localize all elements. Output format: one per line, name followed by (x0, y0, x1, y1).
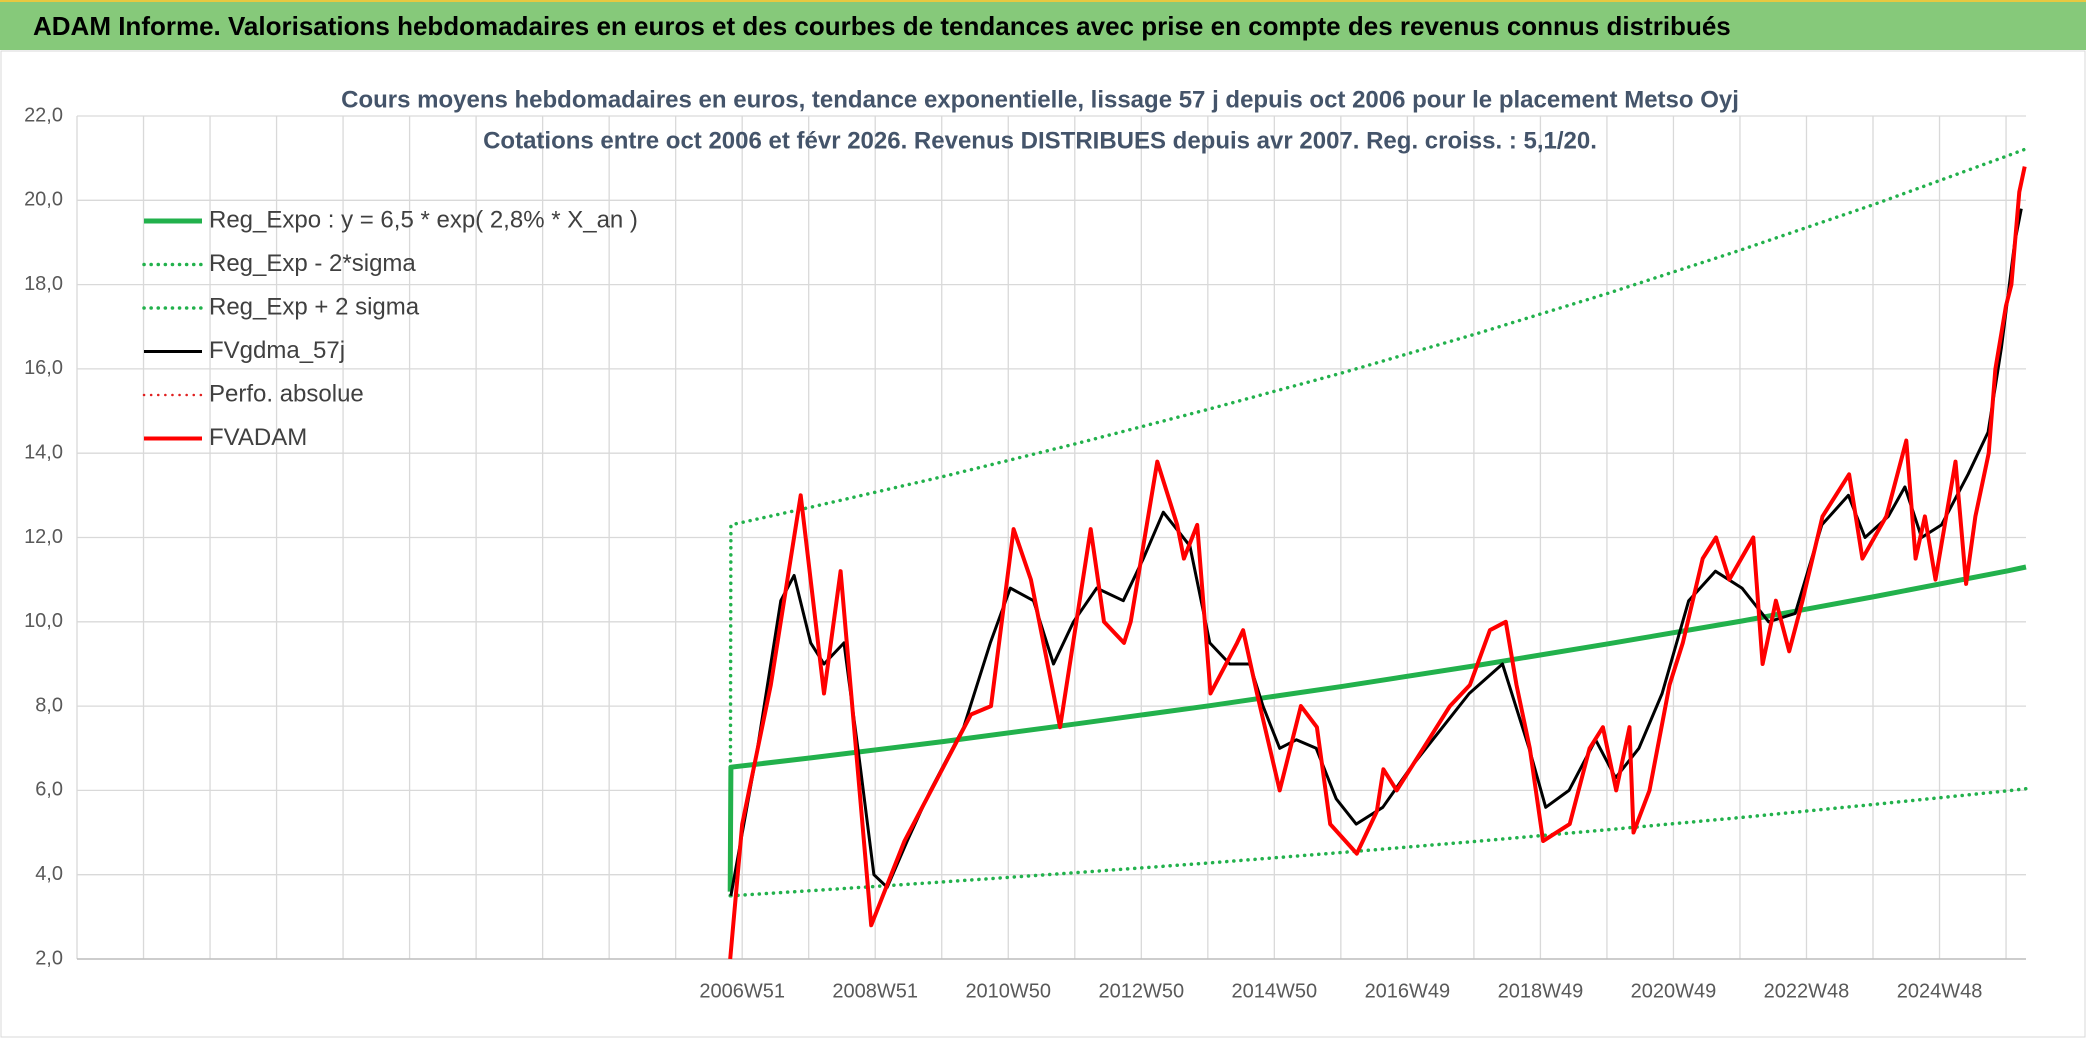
x-tick-label: 2006W51 (699, 980, 785, 1002)
legend-label: Reg_Exp - 2*sigma (209, 250, 416, 277)
series-line (729, 786, 2028, 898)
legend: Reg_Expo : y = 6,5 * exp( 2,8% * X_an ) R… (142, 206, 638, 451)
y-tick-label: 8,0 (35, 694, 63, 716)
plot-lines (727, 147, 2028, 960)
y-tick-label: 10,0 (24, 610, 63, 632)
y-tick-label: 4,0 (35, 863, 63, 885)
x-tick-label: 2010W50 (965, 980, 1051, 1002)
legend-label: FVgdma_57j (209, 337, 345, 364)
chart-title: Cours moyens hebdomadaires en euros, ten… (341, 86, 1739, 113)
x-tick-label: 2016W49 (1365, 980, 1451, 1002)
series-line (728, 147, 2028, 898)
x-tick-label: 2018W49 (1498, 980, 1584, 1002)
series-line (727, 564, 2027, 892)
y-tick-label: 22,0 (24, 104, 63, 126)
y-tick-label: 2,0 (35, 947, 63, 969)
legend-label: Perfo. absolue (209, 380, 364, 407)
header-bar: ADAM Informe. Valorisations hebdomadaire… (0, 0, 2086, 50)
x-tick-label: 2014W50 (1232, 980, 1318, 1002)
x-tick-label: 2012W50 (1098, 980, 1184, 1002)
series-line (729, 208, 2023, 897)
grid: 2,0 4,0 6,0 8,0 10,0 12,0 14,0 16,0 18,0 20,0 22,0… (24, 104, 2026, 1002)
legend-label: FVADAM (209, 424, 307, 451)
x-tick-label: 2022W48 (1764, 980, 1850, 1002)
y-tick-label: 20,0 (24, 189, 63, 211)
series-line (728, 166, 2027, 960)
y-tick-label: 16,0 (24, 357, 63, 379)
y-tick-label: 12,0 (24, 526, 63, 548)
x-tick-label: 2020W49 (1631, 980, 1717, 1002)
header-title: ADAM Informe. Valorisations hebdomadaire… (33, 11, 1731, 41)
legend-label: Reg_Exp + 2 sigma (209, 293, 420, 320)
chart-frame (0, 50, 2086, 1038)
x-tick-label: 2008W51 (832, 980, 918, 1002)
y-tick-label: 6,0 (35, 779, 63, 801)
legend-label: Reg_Expo : y = 6,5 * exp( 2,8% * X_an ) (209, 206, 638, 233)
x-tick-label: 2024W48 (1897, 980, 1983, 1002)
chart: 2,0 4,0 6,0 8,0 10,0 12,0 14,0 16,0 18,0 20,0 22,0… (0, 50, 2086, 1038)
y-tick-label: 14,0 (24, 441, 63, 463)
y-tick-label: 18,0 (24, 273, 63, 295)
chart-subtitle: Cotations entre oct 2006 et févr 2026. R… (483, 127, 1597, 154)
